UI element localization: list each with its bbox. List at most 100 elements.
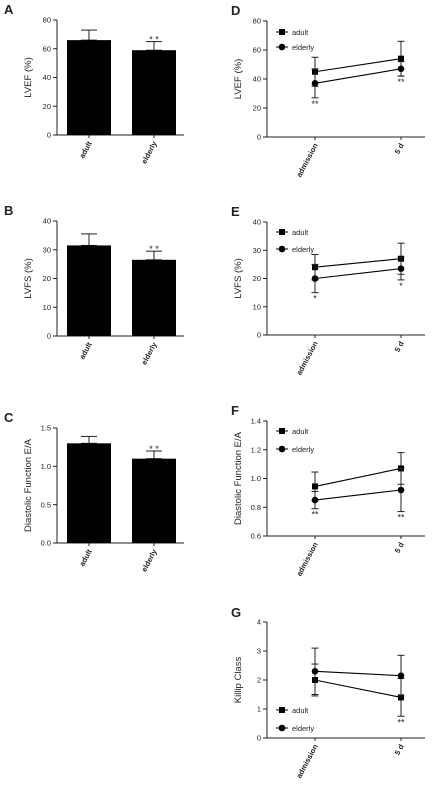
panel-e-legend-marker-square (279, 229, 285, 235)
panel-g-series-adult-line (314, 679, 402, 698)
panel-d-legend-label: elderly (292, 43, 314, 52)
panel-f-ytick-label: 1.2 (251, 445, 261, 454)
panel-d-legend-marker-circle (278, 43, 286, 51)
panel-e-significance: * (399, 281, 403, 291)
panel-f-legend-marker-square (279, 428, 285, 434)
panel-f-ytick-label: 1.0 (251, 474, 261, 483)
panel-f: 0.6 0.8 1.0 1.2 1.4 Diastolic Function E/A Fad… (231, 403, 425, 578)
panel-f-ytick-label: 0.6 (251, 532, 261, 541)
panel-b-letter: B (4, 203, 13, 218)
panel-e-ytick-label: 30 (253, 246, 261, 255)
panel-d-letter: D (231, 3, 240, 18)
panel-c-ytick-label: 1.0 (41, 462, 51, 471)
panel-a-bar (67, 40, 111, 135)
panel-a-bar (132, 50, 176, 135)
panel-b-ytick-label: 0 (47, 332, 51, 341)
panel-d-ytick-label: 80 (253, 17, 261, 26)
panel-d-significance: ** (311, 99, 319, 109)
panel-a-ytick-label: 20 (43, 102, 51, 111)
panel-g-significance: ** (397, 717, 405, 727)
panel-e-legend-label: elderly (292, 245, 314, 254)
panel-f-significance: ** (311, 510, 319, 520)
panel-a-xtick-label: adult (77, 139, 94, 159)
panel-e-significance: * (313, 294, 317, 304)
panel-d-ytick-label: 0 (257, 133, 261, 142)
panel-a-ylabel: LVEF (%) (23, 57, 34, 97)
panel-f-series-elderly-marker-circle (311, 496, 319, 504)
panel-c-ytick-label: 0.0 (41, 539, 51, 548)
panel-f-legend-label: elderly (292, 445, 314, 454)
panel-g-ytick-label: 2 (257, 676, 261, 685)
panel-d-series-elderly (311, 61, 405, 99)
panel-f-letter: F (231, 403, 239, 418)
panel-f-ylabel: Diastolic Function E/A (233, 431, 244, 525)
panel-a-letter: A (4, 2, 14, 17)
panel-e-series-adult (311, 242, 405, 281)
panel-e-ylabel: LVFS (%) (233, 258, 244, 298)
panel-a-xtick-label: elderly (139, 139, 159, 165)
panel-c-xtick-label: adult (77, 547, 94, 567)
panel-c-xtick-label: elderly (139, 547, 159, 573)
panel-f-xtick-label: admission (294, 540, 320, 577)
panel-f-series-adult-line (314, 467, 402, 487)
panel-f-series-adult (311, 452, 405, 502)
panel-e-series-elderly-marker-circle (397, 265, 405, 272)
panel-g-ytick-label: 4 (257, 618, 261, 627)
panel-f-significance: ** (397, 513, 405, 523)
panel-e-legend-marker-circle (278, 245, 286, 253)
panel-b-xtick-label: adult (77, 340, 94, 360)
panel-g-letter: G (231, 605, 241, 620)
panel-e-ytick-label: 0 (257, 331, 261, 340)
panel-e-ytick-label: 40 (253, 218, 261, 227)
panel-g-ytick-label: 3 (257, 647, 261, 656)
panel-f-series-elderly (311, 467, 405, 513)
panel-d-ytick-label: 40 (253, 75, 261, 84)
panel-e-series-elderly (311, 256, 405, 294)
panel-g-series-elderly (311, 647, 405, 697)
panel-d-series-elderly-marker-circle (311, 80, 319, 87)
panel-b-bar (132, 259, 176, 336)
panel-g-series-adult-marker-square (398, 694, 404, 701)
panel-e-ytick-label: 20 (253, 274, 261, 283)
panel-g-xtick-label: 5 d (393, 742, 406, 756)
panel-g-series-elderly-line (314, 670, 402, 677)
panel-d-series-adult-marker-square (398, 55, 404, 62)
panel-e-legend: adult elderly (276, 228, 314, 254)
panel-c-ytick-label: 0.5 (41, 500, 51, 509)
panel-f-legend-label: adult (292, 427, 309, 436)
panel-g-legend-label: elderly (292, 724, 314, 733)
panel-d-ytick-label: 60 (253, 46, 261, 55)
panel-d-xtick-label: 5 d (393, 141, 406, 155)
panel-f-series-adult-marker-square (312, 483, 318, 490)
panel-g-series-elderly-marker-circle (397, 672, 405, 679)
panel-d-ylabel: LVEF (%) (233, 59, 244, 99)
panel-d-legend: adult elderly (276, 28, 314, 52)
panel-f-xtick-label: 5 d (393, 540, 406, 554)
panel-d-significance: ** (397, 77, 405, 87)
panel-g-legend: adult elderly (276, 706, 314, 733)
panel-a-ytick-label: 40 (43, 73, 51, 82)
panel-b-xtick-label: elderly (139, 340, 159, 366)
panel-g-legend-label: adult (292, 706, 309, 715)
panel-e-letter: E (231, 204, 240, 219)
panel-e-ytick-label: 10 (253, 302, 261, 311)
panel-g-series-elderly-marker-circle (311, 668, 319, 675)
panel-a-ytick-label: 80 (43, 16, 51, 25)
panel-d-legend-marker-square (279, 29, 285, 35)
panel-c: 0.0 0.5 1.0 1.5 Diastolic Function E/A Cadult… (4, 410, 184, 573)
panel-c-ylabel: Diastolic Function E/A (23, 438, 34, 532)
panel-e-legend-label: adult (292, 228, 309, 237)
panel-g-ytick-label: 0 (257, 734, 261, 743)
panel-b-ylabel: LVFS (%) (23, 258, 34, 298)
panel-d-series-adult-line (314, 58, 402, 73)
panel-f-ytick-label: 1.4 (251, 417, 261, 426)
panel-b-ytick-label: 30 (43, 245, 51, 254)
panel-d-xtick-label: admission (294, 141, 320, 178)
panel-e-series-adult-line (314, 258, 402, 268)
panel-f-series-elderly-marker-circle (397, 486, 405, 494)
panel-a-ytick-label: 0 (47, 131, 51, 140)
